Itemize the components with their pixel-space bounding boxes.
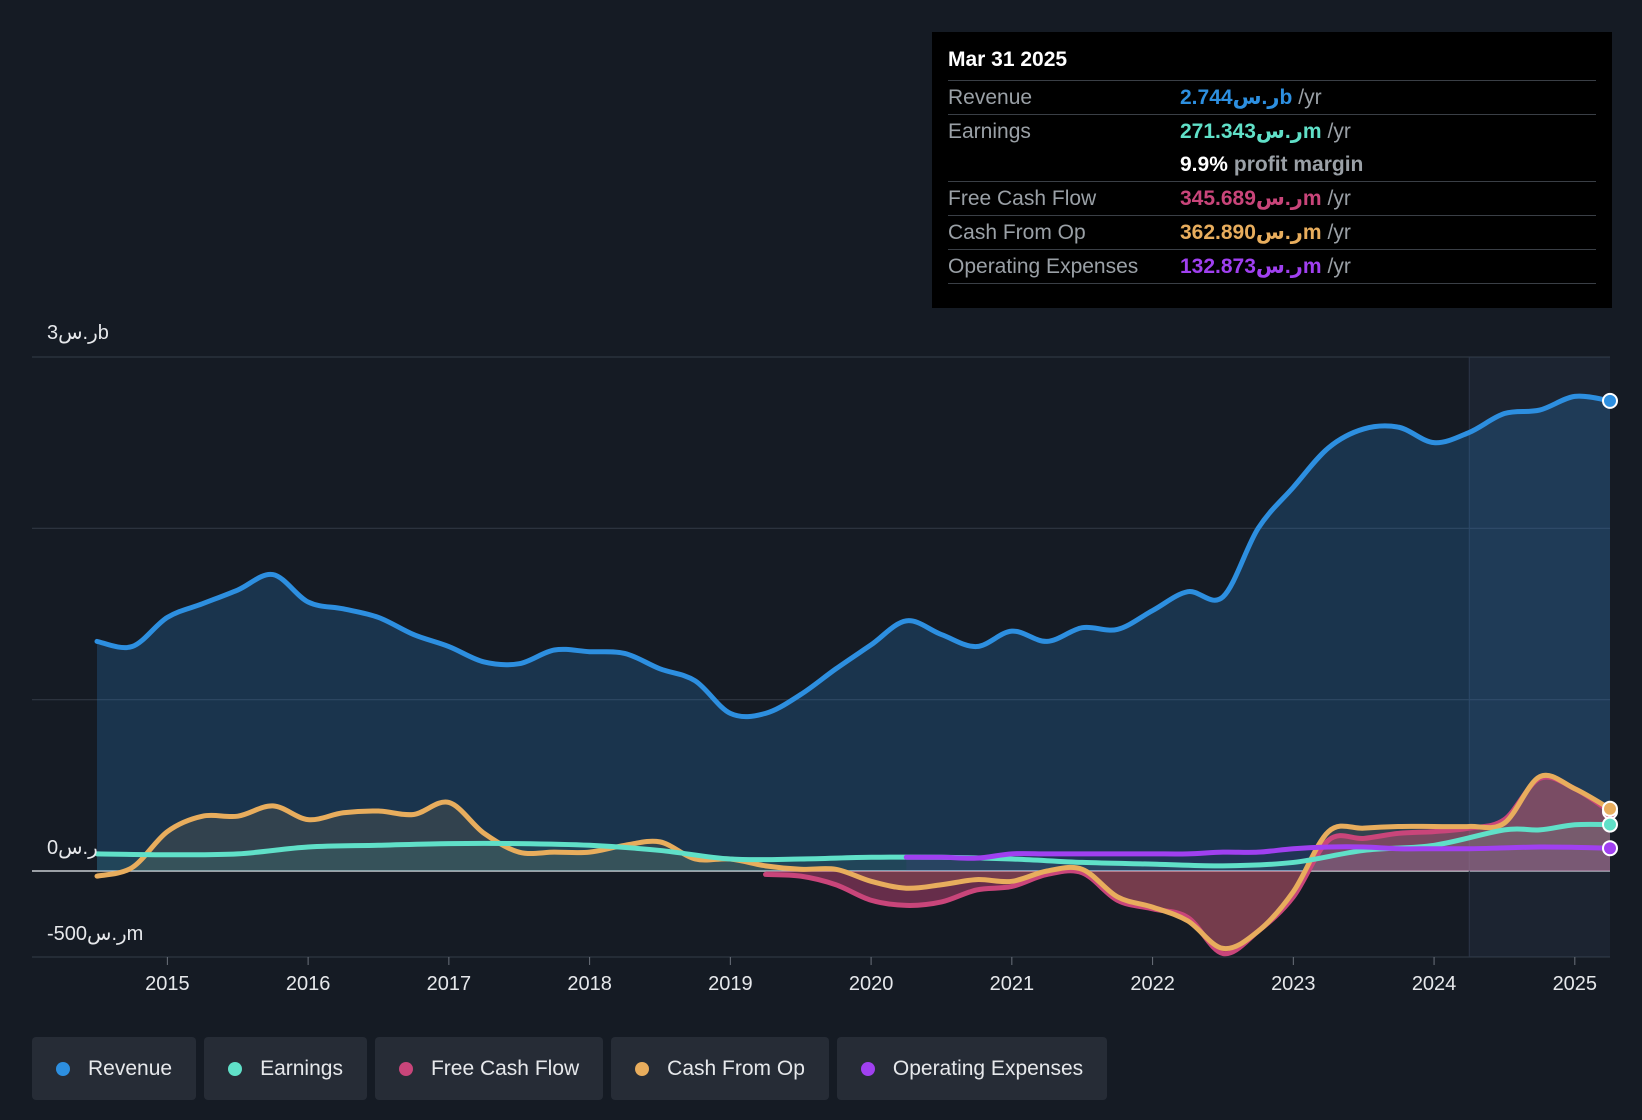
tooltip-label: Revenue bbox=[948, 85, 1033, 109]
x-axis-ticks: 2015 2016 2017 2018 2019 2020 2021 2022 2023 2024… bbox=[145, 957, 1597, 995]
x-tick-label: 2022 bbox=[1130, 973, 1175, 995]
tooltip-row-margin: 9.9% profit margin bbox=[948, 148, 1596, 181]
legend-dot-icon bbox=[56, 1061, 70, 1076]
legend-label: Cash From Op bbox=[667, 1056, 805, 1080]
forecast-band bbox=[1469, 357, 1610, 957]
y-label-zero: 0ر.س bbox=[47, 837, 98, 859]
legend-dot-icon bbox=[228, 1061, 243, 1076]
legend-dot-icon bbox=[635, 1061, 650, 1076]
tooltip-value: 271.343ر.سm bbox=[1180, 120, 1322, 143]
x-tick-label: 2020 bbox=[849, 973, 894, 995]
line-cash-from-op bbox=[94, 772, 1613, 952]
tooltip-value: 362.890ر.سm bbox=[1180, 221, 1322, 244]
tooltip-unit: /yr bbox=[1327, 119, 1351, 143]
legend: Revenue Earnings Free Cash Flow Cash Fro… bbox=[32, 1037, 1108, 1100]
tooltip-unit: /yr bbox=[1327, 220, 1351, 244]
x-tick-label: 2024 bbox=[1412, 973, 1457, 995]
legend-item-cash-from-op[interactable]: Cash From Op bbox=[611, 1037, 829, 1100]
legend-item-revenue[interactable]: Revenue bbox=[32, 1037, 197, 1100]
tooltip-row-cfo: Cash From Op 362.890ر.سm /yr bbox=[948, 215, 1596, 249]
area-operating-expenses bbox=[906, 846, 1610, 871]
tooltip-value: 9.9% bbox=[1180, 152, 1228, 176]
tooltip-row-revenue: Revenue 2.744ر.سb /yr bbox=[948, 80, 1596, 114]
legend-label: Operating Expenses bbox=[892, 1056, 1084, 1080]
area-revenue bbox=[97, 396, 1610, 871]
tooltip-label: Operating Expenses bbox=[948, 254, 1139, 278]
x-tick-label: 2017 bbox=[427, 973, 472, 995]
tooltip-panel: Mar 31 2025 Revenue 2.744ر.سb /yr Earnin… bbox=[932, 32, 1612, 308]
legend-dot-icon bbox=[398, 1061, 413, 1076]
series-areas bbox=[97, 396, 1610, 954]
x-tick-label: 2019 bbox=[708, 973, 753, 995]
area-cash-from-op bbox=[97, 775, 1610, 949]
tooltip-row-fcf: Free Cash Flow 345.689ر.سm /yr bbox=[948, 181, 1596, 215]
x-tick-label: 2015 bbox=[145, 973, 190, 995]
legend-item-operating-expenses[interactable]: Operating Expenses bbox=[836, 1037, 1108, 1100]
gridlines bbox=[32, 356, 1610, 958]
series-end-markers bbox=[1602, 392, 1618, 857]
area-earnings bbox=[97, 824, 1610, 871]
line-revenue bbox=[94, 393, 1613, 720]
tooltip-label: Earnings bbox=[948, 119, 1031, 143]
tooltip-value: 132.873ر.سm bbox=[1180, 255, 1322, 278]
tooltip-date: Mar 31 2025 bbox=[948, 48, 1068, 71]
legend-label: Earnings bbox=[260, 1056, 343, 1080]
tooltip-label: Cash From Op bbox=[948, 220, 1086, 244]
tooltip-unit: /yr bbox=[1327, 254, 1351, 278]
end-marker-cash-from-op[interactable] bbox=[1602, 800, 1618, 817]
legend-label: Revenue bbox=[88, 1056, 173, 1080]
end-marker-earnings[interactable] bbox=[1602, 816, 1618, 833]
end-marker-revenue[interactable] bbox=[1602, 392, 1618, 409]
x-tick-label: 2023 bbox=[1271, 973, 1316, 995]
tooltip-unit: /yr bbox=[1327, 186, 1351, 210]
tooltip-value: 345.689ر.سm bbox=[1180, 187, 1322, 210]
legend-item-earnings[interactable]: Earnings bbox=[204, 1037, 367, 1100]
y-label-top: 3ر.سb bbox=[47, 322, 109, 344]
legend-item-free-cash-flow[interactable]: Free Cash Flow bbox=[374, 1037, 604, 1100]
legend-label: Free Cash Flow bbox=[430, 1056, 580, 1080]
line-operating-expenses bbox=[903, 844, 1613, 861]
tooltip-value: 2.744ر.سb bbox=[1180, 86, 1293, 109]
tooltip-unit: /yr bbox=[1298, 85, 1322, 109]
legend-dot-icon bbox=[860, 1061, 875, 1076]
x-tick-label: 2018 bbox=[567, 973, 612, 995]
line-earnings bbox=[94, 821, 1613, 869]
series-lines bbox=[94, 393, 1613, 957]
x-tick-label: 2021 bbox=[990, 973, 1035, 995]
tooltip-unit: profit margin bbox=[1233, 152, 1364, 176]
tooltip-row-opex: Operating Expenses 132.873ر.سm /yr bbox=[948, 249, 1596, 284]
end-marker-operating-expenses[interactable] bbox=[1602, 840, 1618, 857]
y-label-bottom: -500ر.سm bbox=[47, 923, 144, 945]
x-tick-label: 2025 bbox=[1553, 973, 1598, 995]
tooltip-row-earnings: Earnings 271.343ر.سm /yr bbox=[948, 114, 1596, 148]
x-tick-label: 2016 bbox=[286, 973, 331, 995]
tooltip-label: Free Cash Flow bbox=[948, 186, 1097, 210]
